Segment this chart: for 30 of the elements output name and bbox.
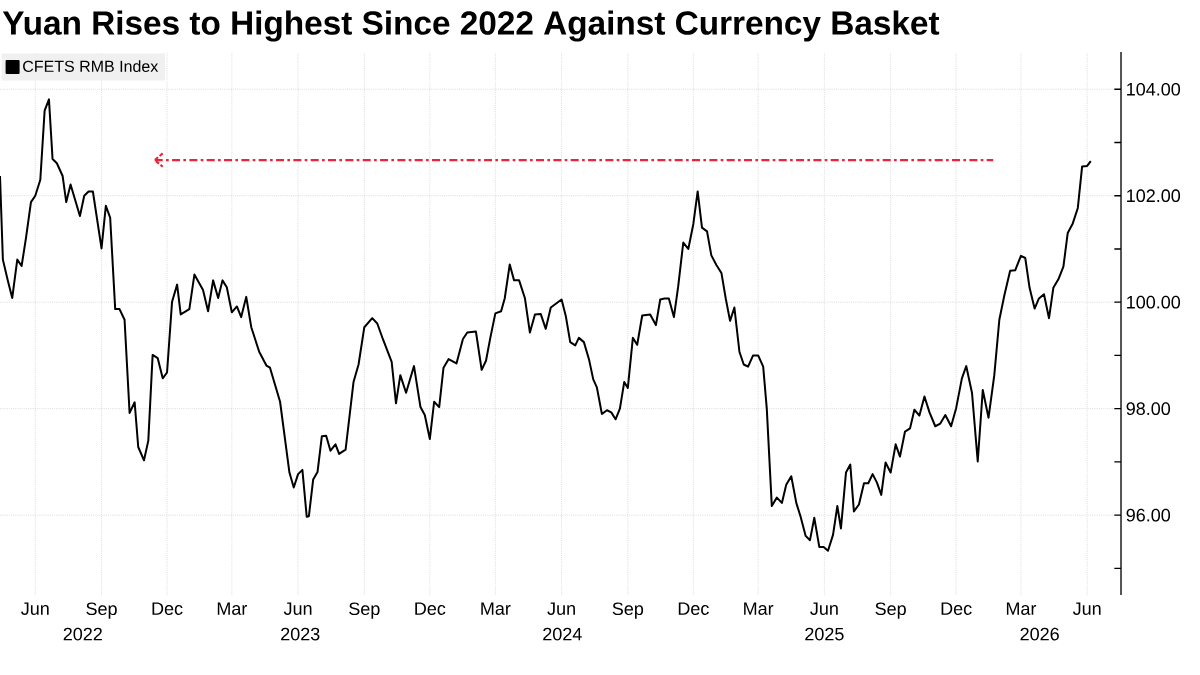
line-series [0,98,1092,552]
x2-tick-label: 2026 [1020,627,1059,641]
x-tick-label: Mar [481,602,511,615]
x-tick-label: Sep [86,602,117,619]
x-tick-label: Jun [810,602,838,615]
x-tick-label: Mar [217,602,248,615]
chart-title: Yuan Rises to Highest Since 2022 Against Currency Basket [2,10,940,42]
x-tick-label: Dec [678,602,709,615]
x-tick-label: Dec [152,602,183,615]
x-tick-label: Dec [941,602,972,615]
x2-tick-label: 2024 [543,627,582,641]
x-tick-label: Jun [21,602,49,615]
legend-label: CFETS RMB Index [23,60,159,72]
y-tick-label: 102.00 [1127,189,1181,203]
x-tick-label: Mar [744,602,774,615]
x-tick-label: Jun [547,602,575,615]
x2-tick-label: 2022 [63,627,102,641]
x2-tick-label: 2023 [281,627,320,641]
x-tick-label: Mar [1006,602,1037,615]
y-tick-label: 96.00 [1126,508,1171,522]
x-tick-label: Dec [415,602,446,615]
x-tick-label: Sep [349,602,380,619]
y-tick-label: 100.00 [1127,295,1181,309]
x-tick-label: Jun [283,602,312,615]
x-tick-label: Jun [1072,602,1101,615]
x-tick-label: Sep [612,602,644,619]
x-tick-label: Sep [875,602,906,619]
y-tick-label: 98.00 [1126,402,1171,416]
x2-tick-label: 2025 [805,627,844,641]
y-tick-label: 104.00 [1127,82,1181,96]
